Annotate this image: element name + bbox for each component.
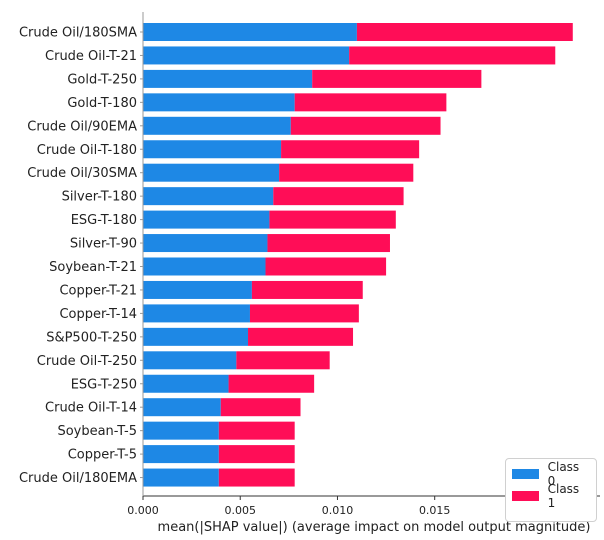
bar-class-1-2 <box>312 69 482 88</box>
y-tick-label: Crude Oil-T-14 <box>45 401 137 416</box>
y-tick-labels: Crude Oil/180SMA Crude Oil-T-21 Gold-T-250… <box>19 26 143 486</box>
y-tick-label: Copper-T-14 <box>59 307 137 322</box>
y-tick-label: Silver-T-90 <box>70 237 137 252</box>
bar-class-0-19 <box>143 468 219 487</box>
legend-label-class-1: Class 1 <box>547 482 580 510</box>
legend-label-class-0: Class 0 <box>547 460 580 488</box>
y-tick-label: Gold-T-250 <box>67 72 137 87</box>
bar-class-0-18 <box>143 445 219 464</box>
bar-class-0-0 <box>143 23 357 41</box>
x-tick-label: 0.005 <box>224 504 256 517</box>
bar-class-0-7 <box>143 187 274 206</box>
bar-class-0-2 <box>143 69 313 88</box>
bar-class-1-18 <box>218 445 295 464</box>
bar-class-0-17 <box>143 421 219 440</box>
bar-class-0-4 <box>143 116 291 135</box>
bar-class-0-3 <box>143 93 295 112</box>
y-tick-label: ESG-T-180 <box>71 213 137 228</box>
y-tick-label: Crude Oil-T-21 <box>45 49 137 64</box>
y-tick-label: Crude Oil/30SMA <box>27 166 137 181</box>
y-tick-label: ESG-T-250 <box>71 377 137 392</box>
bar-class-1-15 <box>228 374 315 393</box>
y-tick-label: S&P500-T-250 <box>46 330 137 345</box>
bar-class-1-16 <box>220 398 301 417</box>
bars-group <box>143 23 573 487</box>
bar-class-0-6 <box>143 163 280 182</box>
x-tick-label: 0.000 <box>127 504 159 517</box>
bar-class-0-14 <box>143 351 237 370</box>
bar-class-0-10 <box>143 257 266 276</box>
bar-class-1-13 <box>248 327 354 346</box>
bar-class-0-15 <box>143 374 229 393</box>
legend-item-class-0: Class 0 <box>512 460 590 488</box>
y-tick-label: Copper-T-21 <box>59 283 137 298</box>
bar-class-1-9 <box>267 234 390 253</box>
legend-swatch-class-0 <box>512 469 539 479</box>
bar-class-1-3 <box>294 93 447 112</box>
bar-class-1-6 <box>279 163 414 182</box>
bar-class-1-8 <box>269 210 396 229</box>
bar-class-0-12 <box>143 304 250 323</box>
legend-item-class-1: Class 1 <box>512 482 590 510</box>
bar-class-1-5 <box>281 140 420 159</box>
bar-class-0-8 <box>143 210 270 229</box>
bar-class-1-17 <box>218 421 295 440</box>
bar-class-0-13 <box>143 327 249 346</box>
legend: Class 0 Class 1 <box>505 458 597 522</box>
bar-class-1-10 <box>265 257 387 276</box>
x-tick-label: 0.010 <box>322 504 354 517</box>
bar-class-1-1 <box>349 46 556 65</box>
y-tick-label: Crude Oil/180SMA <box>19 26 137 41</box>
bar-class-0-9 <box>143 234 268 253</box>
y-tick-label: Copper-T-5 <box>68 448 137 463</box>
bar-class-1-7 <box>273 187 404 206</box>
bar-class-1-14 <box>236 351 330 370</box>
bar-class-0-1 <box>143 46 350 65</box>
bar-class-1-4 <box>290 116 441 135</box>
bar-class-1-11 <box>251 280 363 299</box>
legend-swatch-class-1 <box>512 491 539 501</box>
bar-class-0-5 <box>143 140 282 159</box>
x-axis-label: mean(|SHAP value|) (average impact on mo… <box>158 520 591 535</box>
y-tick-label: Soybean-T-21 <box>49 260 137 275</box>
bar-class-0-16 <box>143 398 221 417</box>
bar-class-1-19 <box>218 468 295 487</box>
y-tick-label: Soybean-T-5 <box>57 424 137 439</box>
y-tick-label: Crude Oil/180EMA <box>19 471 137 486</box>
y-tick-label: Gold-T-180 <box>67 96 137 111</box>
y-tick-label: Crude Oil/90EMA <box>27 119 137 134</box>
y-tick-label: Crude Oil-T-250 <box>37 354 137 369</box>
x-tick-label: 0.015 <box>419 504 451 517</box>
bar-class-0-11 <box>143 280 252 299</box>
bar-class-1-12 <box>249 304 359 323</box>
y-tick-label: Crude Oil-T-180 <box>37 143 137 158</box>
y-tick-label: Silver-T-180 <box>62 190 137 205</box>
bar-class-1-0 <box>356 23 573 41</box>
